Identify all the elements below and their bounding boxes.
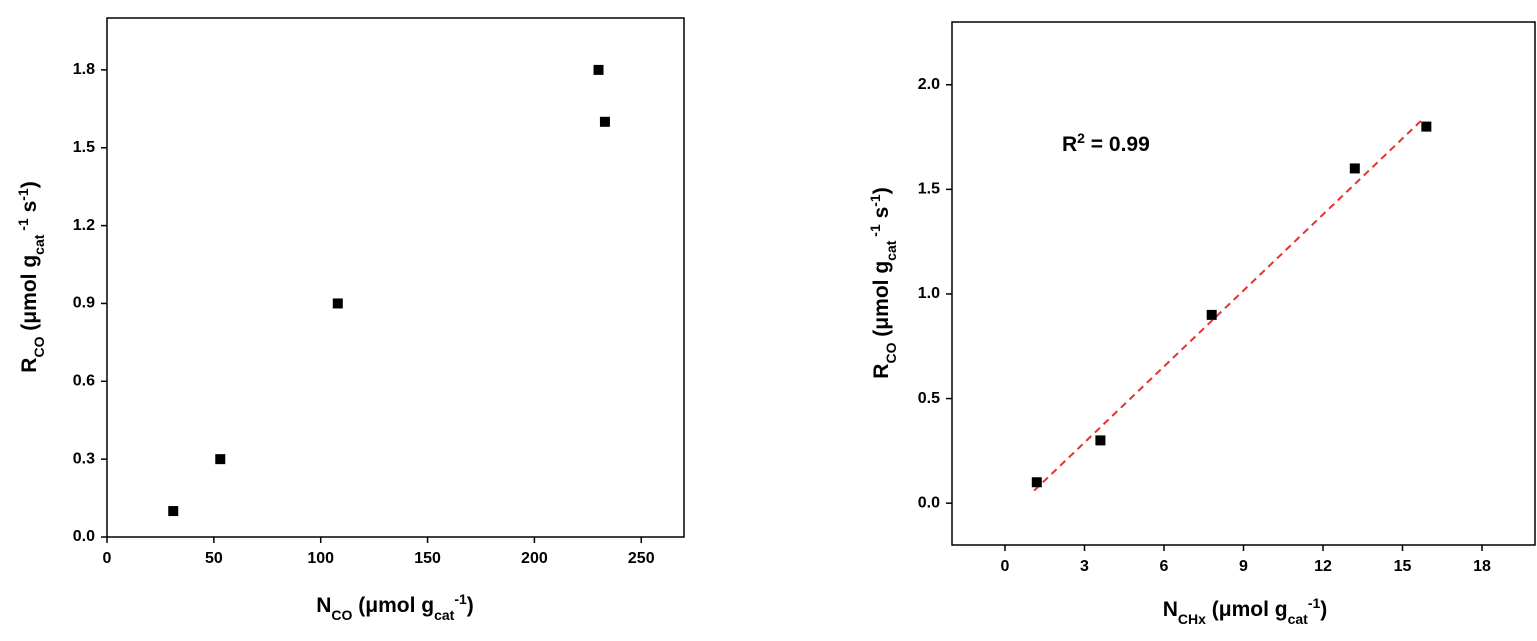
y-axis-title-part: s xyxy=(18,201,41,219)
x-axis-title-part: CO xyxy=(331,607,352,623)
annotation-part: 2 xyxy=(1077,130,1085,146)
y-axis-title-part: CO xyxy=(883,342,899,363)
y-axis-title-part: -1 xyxy=(867,194,883,207)
x-axis-title-part: ) xyxy=(1320,598,1327,621)
y-tick-label: 0.0 xyxy=(918,494,940,511)
data-point xyxy=(168,506,179,517)
x-tick-label: 200 xyxy=(521,550,548,567)
y-tick-label: 2.0 xyxy=(918,76,940,93)
y-axis-title-part: CO xyxy=(31,336,47,357)
y-axis-title-part: ) xyxy=(870,187,893,194)
y-axis-title-part: cat xyxy=(31,234,47,255)
y-axis-title-part: s xyxy=(870,207,893,225)
data-point xyxy=(1031,477,1042,488)
annotation-part: = 0.99 xyxy=(1085,133,1150,156)
y-tick-label: 0.3 xyxy=(73,450,95,467)
y-axis-title-part: ) xyxy=(18,181,41,188)
x-axis-title-part: -1 xyxy=(454,591,467,607)
x-axis-title-part: (μmol g xyxy=(1206,598,1288,621)
data-point xyxy=(332,298,343,309)
y-axis-title-part: (μmol g xyxy=(18,255,41,337)
x-axis-title-part: cat xyxy=(434,607,455,623)
x-tick-label: 0 xyxy=(1001,558,1010,575)
y-axis-title-part: R xyxy=(870,364,893,379)
data-point xyxy=(1421,121,1432,132)
x-axis-title-part: N xyxy=(316,594,331,617)
y-tick-label: 0.0 xyxy=(73,528,95,545)
plot-frame xyxy=(951,21,1536,546)
data-point xyxy=(599,116,610,127)
y-tick-label: 0.6 xyxy=(73,373,95,390)
x-tick-label: 0 xyxy=(103,550,112,567)
y-axis-title-part: -1 xyxy=(867,224,883,241)
x-tick-label: 12 xyxy=(1314,558,1332,575)
y-axis-title-part: (μmol g xyxy=(870,261,893,343)
annotation-part: R xyxy=(1062,133,1077,156)
x-tick-label: 9 xyxy=(1239,558,1248,575)
data-point xyxy=(593,64,604,75)
y-tick-label: 1.2 xyxy=(73,217,95,234)
annotation: R2 = 0.99 xyxy=(1062,130,1150,156)
x-tick-label: 50 xyxy=(205,550,223,567)
x-tick-label: 3 xyxy=(1080,558,1089,575)
x-tick-label: 150 xyxy=(414,550,441,567)
y-tick-label: 1.0 xyxy=(918,285,940,302)
y-axis-title-part: -1 xyxy=(15,188,31,201)
x-tick-label: 15 xyxy=(1394,558,1412,575)
x-tick-label: 250 xyxy=(628,550,655,567)
x-axis-title-part: CHx xyxy=(1178,611,1206,627)
y-axis-title: RCO (μmol gcat -1 s-1) xyxy=(15,181,47,372)
x-axis-title: NCO (μmol gcat-1) xyxy=(316,591,474,623)
x-tick-label: 6 xyxy=(1160,558,1169,575)
plot-frame xyxy=(106,17,685,538)
y-axis-title-part: R xyxy=(18,358,41,373)
x-tick-label: 18 xyxy=(1473,558,1491,575)
x-axis-title: NCHx (μmol gcat-1) xyxy=(1163,595,1328,627)
data-point xyxy=(1349,163,1360,174)
y-tick-label: 1.5 xyxy=(73,139,95,156)
x-axis-title-part: ) xyxy=(467,594,474,617)
data-point xyxy=(215,454,226,465)
x-axis-title-part: -1 xyxy=(1308,595,1321,611)
y-tick-label: 0.5 xyxy=(918,390,940,407)
y-tick-label: 1.5 xyxy=(918,181,940,198)
y-tick-label: 1.8 xyxy=(73,61,95,78)
data-point xyxy=(1206,309,1217,320)
data-point xyxy=(1095,435,1106,446)
x-axis-title-part: cat xyxy=(1288,611,1309,627)
y-axis-title: RCO (μmol gcat -1 s-1) xyxy=(867,187,899,378)
y-tick-label: 0.9 xyxy=(73,295,95,312)
y-axis-title-part: -1 xyxy=(15,218,31,235)
y-axis-title-part: cat xyxy=(883,240,899,261)
x-tick-label: 100 xyxy=(307,550,334,567)
x-axis-title-part: (μmol g xyxy=(352,594,434,617)
x-axis-title-part: N xyxy=(1163,598,1178,621)
fit-line xyxy=(1033,117,1425,492)
